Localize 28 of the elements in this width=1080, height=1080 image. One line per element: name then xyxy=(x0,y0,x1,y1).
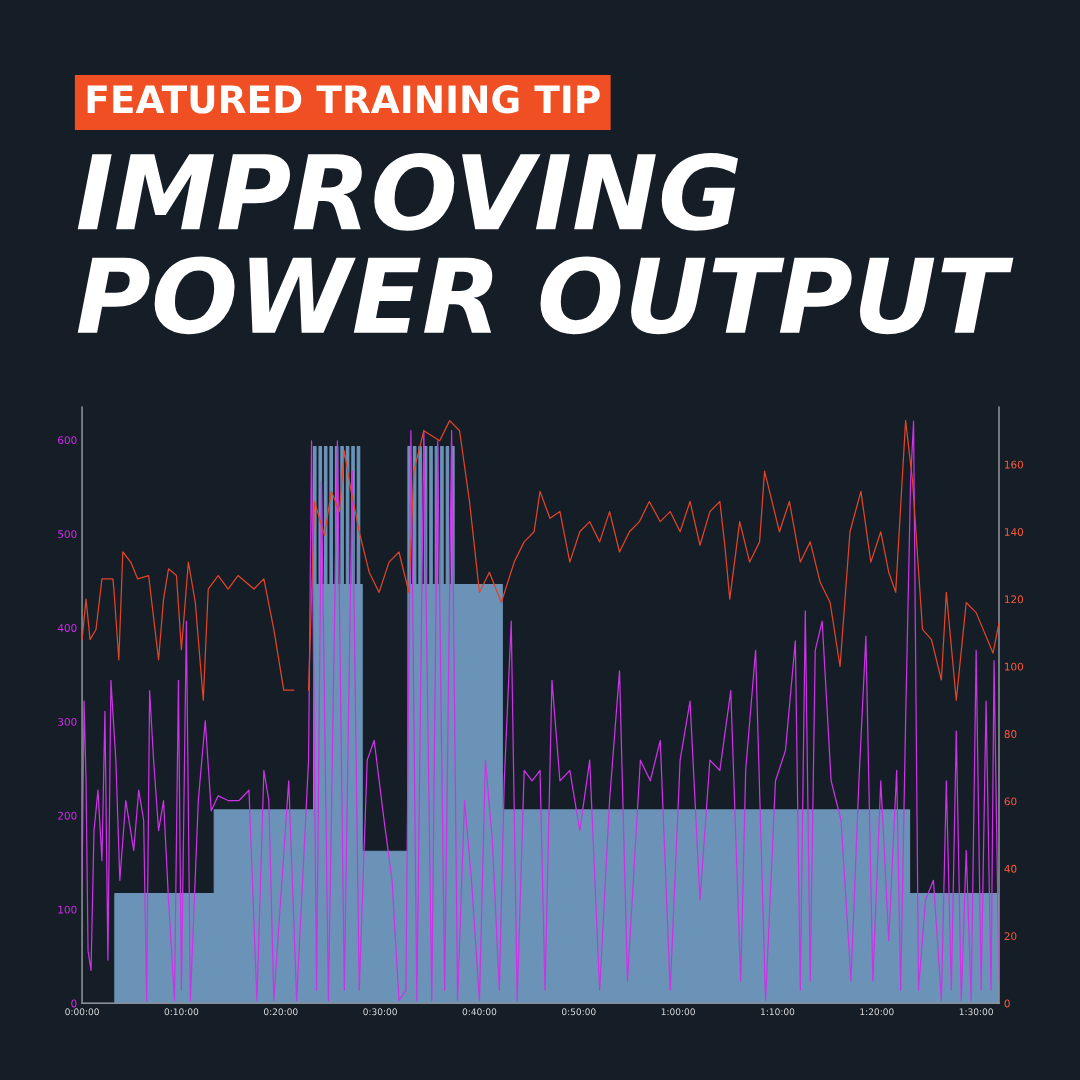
y-tick-label: 300 xyxy=(58,717,77,726)
y2-tick-label: 0 xyxy=(1004,999,1010,1008)
y2-tick-label: 120 xyxy=(1005,595,1024,604)
y2-tick-label: 40 xyxy=(1004,864,1017,873)
y2-tick-label: 80 xyxy=(1004,730,1017,738)
x-tick-label: 0:20:00 xyxy=(263,1008,298,1016)
x-tick-label: 0:10:00 xyxy=(164,1008,199,1016)
y-tick-label: 400 xyxy=(57,624,77,632)
x-tick-label: 1:30:00 xyxy=(959,1008,993,1016)
y-tick-label: 200 xyxy=(58,811,77,820)
y2-tick-label: 160 xyxy=(1005,460,1024,469)
y-tick-label: 100 xyxy=(58,905,77,914)
x-tick-label: 1:10:00 xyxy=(761,1008,795,1016)
chart-subtitle: FEATURED TRAINING TIP xyxy=(87,85,600,114)
y-tick-label: 500 xyxy=(58,530,77,539)
y2-tick-label: 20 xyxy=(1004,932,1017,941)
y2-tick-label: 60 xyxy=(1004,797,1017,806)
y-tick-label: 0 xyxy=(71,999,77,1008)
chart-title: IMPROVING POWER OUTPUT xyxy=(77,153,1014,335)
x-tick-label: 0:50:00 xyxy=(561,1008,596,1016)
y2-tick-label: 100 xyxy=(1005,662,1024,671)
x-tick-label: 1:20:00 xyxy=(860,1008,894,1016)
x-tick-label: 0:40:00 xyxy=(462,1008,497,1016)
x-tick-label: 1:00:00 xyxy=(661,1008,695,1016)
y-tick-label: 600 xyxy=(58,436,77,445)
y2-tick-label: 140 xyxy=(1005,528,1024,536)
x-tick-label: 0:00:00 xyxy=(65,1008,99,1016)
x-tick-label: 0:30:00 xyxy=(363,1008,397,1016)
